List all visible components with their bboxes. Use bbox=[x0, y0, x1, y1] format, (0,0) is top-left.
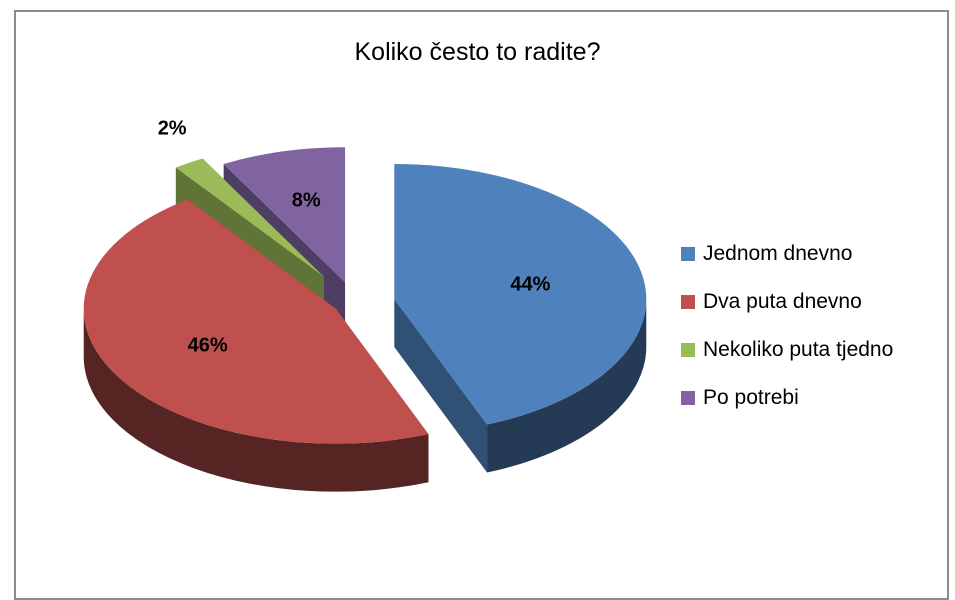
legend-label: Dva puta dnevno bbox=[703, 290, 862, 313]
legend-swatch bbox=[681, 391, 695, 405]
data-label: 2% bbox=[158, 118, 187, 140]
legend-swatch bbox=[681, 295, 695, 309]
legend-item: Jednom dnevno bbox=[681, 242, 951, 266]
legend-swatch bbox=[681, 343, 695, 357]
pie-chart: 44% 46% 2% 8% bbox=[83, 118, 647, 492]
data-label: 8% bbox=[292, 189, 321, 211]
legend-label: Po potrebi bbox=[703, 386, 799, 409]
legend-item: Nekoliko puta tjedno bbox=[681, 338, 951, 362]
legend-item: Po potrebi bbox=[681, 386, 951, 410]
pie-slice bbox=[83, 199, 429, 444]
pie-slice bbox=[175, 158, 324, 277]
legend-label: Nekoliko puta tjedno bbox=[703, 338, 894, 361]
data-label: 46% bbox=[188, 335, 228, 357]
legend: Jednom dnevno Dva puta dnevno Nekoliko p… bbox=[681, 242, 951, 434]
pie-slice-side bbox=[83, 308, 429, 492]
legend-item: Dva puta dnevno bbox=[681, 290, 951, 314]
pie-slice-side bbox=[487, 298, 647, 473]
legend-label: Jednom dnevno bbox=[703, 242, 853, 265]
legend-swatch bbox=[681, 247, 695, 261]
pie-slice-wall bbox=[394, 298, 488, 473]
data-label: 44% bbox=[510, 273, 550, 295]
chart-title: Koliko često to radite? bbox=[354, 38, 601, 66]
pie-slice bbox=[223, 147, 346, 283]
pie-slice bbox=[394, 163, 647, 425]
